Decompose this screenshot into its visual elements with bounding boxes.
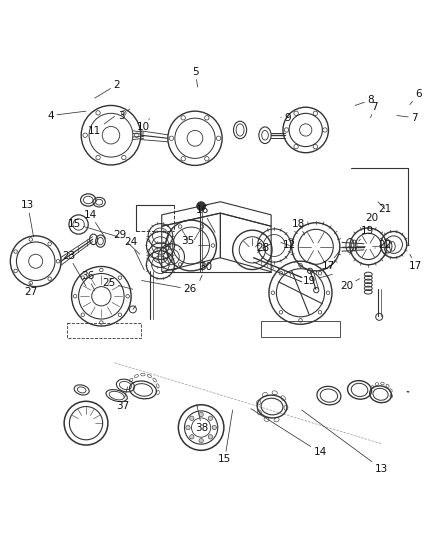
Text: 36: 36	[81, 271, 95, 290]
Text: 14: 14	[84, 210, 106, 238]
Text: 15: 15	[218, 410, 232, 464]
Text: 23: 23	[62, 251, 86, 286]
Text: 3: 3	[117, 109, 130, 120]
Text: 4: 4	[48, 110, 86, 120]
Ellipse shape	[189, 434, 194, 439]
Circle shape	[196, 201, 205, 211]
Ellipse shape	[212, 425, 216, 430]
Text: 28: 28	[255, 243, 271, 253]
Text: 37: 37	[116, 387, 129, 410]
Ellipse shape	[185, 425, 190, 430]
Ellipse shape	[198, 439, 203, 443]
Ellipse shape	[208, 434, 212, 439]
Text: 21: 21	[377, 201, 391, 214]
Text: 17: 17	[321, 251, 339, 271]
Text: 13: 13	[21, 200, 34, 237]
Text: 29: 29	[113, 230, 140, 254]
Text: 19: 19	[302, 274, 332, 286]
Text: 17: 17	[408, 254, 421, 271]
Text: 5: 5	[192, 67, 198, 87]
Text: 11: 11	[88, 116, 114, 136]
Text: 26: 26	[141, 280, 196, 294]
Text: 22: 22	[374, 240, 391, 251]
Text: 18: 18	[291, 219, 304, 235]
Text: 24: 24	[124, 237, 144, 270]
Text: 8: 8	[354, 95, 373, 106]
Text: 13: 13	[301, 410, 387, 474]
Text: 7: 7	[370, 102, 377, 118]
Text: 10: 10	[136, 118, 149, 132]
Text: 7: 7	[396, 112, 417, 123]
Text: 20: 20	[339, 279, 359, 291]
Text: 14: 14	[251, 409, 326, 457]
Text: 30: 30	[198, 262, 212, 280]
Text: 38: 38	[195, 405, 208, 433]
Text: 19: 19	[358, 227, 373, 241]
Text: 6: 6	[409, 88, 421, 104]
Ellipse shape	[198, 412, 203, 417]
Ellipse shape	[189, 416, 194, 421]
Text: 15: 15	[67, 219, 118, 237]
Text: 2: 2	[95, 80, 120, 98]
Text: 16: 16	[196, 206, 215, 232]
Text: 25: 25	[102, 278, 133, 289]
Text: 27: 27	[24, 283, 37, 297]
Text: 20: 20	[363, 213, 378, 227]
Text: 9: 9	[280, 112, 290, 123]
Text: 35: 35	[179, 236, 194, 250]
Ellipse shape	[208, 416, 212, 421]
Text: 12: 12	[280, 240, 296, 251]
